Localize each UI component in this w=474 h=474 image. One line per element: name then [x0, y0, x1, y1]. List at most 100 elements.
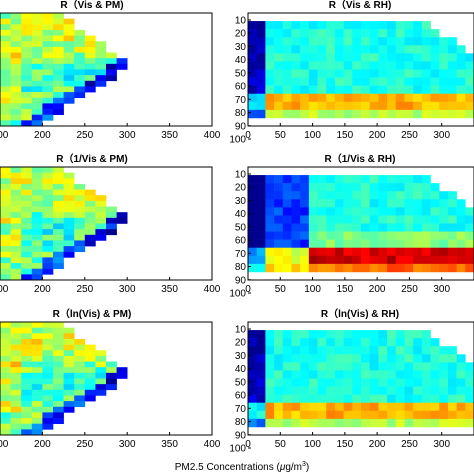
heatmap-cell [326, 77, 336, 86]
heatmap-cell [343, 330, 353, 339]
heatmap-cell [404, 418, 414, 428]
heatmap-cell [53, 217, 64, 224]
heatmap-cell [53, 46, 64, 53]
heatmap-cell [326, 93, 336, 103]
heatmap-cell [0, 240, 11, 247]
heatmap-cell [308, 93, 318, 103]
heatmap-cell [63, 350, 75, 357]
x-tick-label: 200 [369, 439, 386, 450]
heatmap-cell [439, 85, 449, 95]
heatmap-cell [21, 189, 33, 196]
heatmap-cell [106, 206, 117, 213]
heatmap-cell [0, 333, 11, 340]
heatmap-cell [256, 255, 266, 265]
heatmap-cell [53, 412, 64, 419]
x-tick-label: 50 [275, 284, 287, 295]
heatmap-cell [256, 77, 266, 86]
heatmap-cell [369, 199, 379, 208]
heatmap-cell [291, 37, 301, 46]
heatmap-cell [430, 77, 440, 86]
x-tick-label: 300 [0, 130, 9, 141]
heatmap-cell [53, 69, 64, 76]
heatmap-cell [317, 394, 327, 404]
heatmap-cell [308, 207, 318, 216]
heatmap-cell [21, 206, 33, 213]
heatmap-cell [395, 410, 405, 420]
heatmap-cell [248, 29, 257, 38]
heatmap-cell [31, 389, 43, 396]
heatmap-cell [21, 395, 33, 402]
heatmap-cell [84, 189, 96, 196]
heatmap-cell [53, 189, 64, 196]
heatmap-cell [53, 58, 64, 65]
heatmap-cell [42, 389, 54, 396]
heatmap-cell [53, 172, 64, 179]
heatmap-cell [317, 346, 327, 355]
heatmap-cell [0, 80, 11, 87]
heatmap-cell [248, 207, 257, 216]
heatmap-cell [42, 344, 54, 351]
heatmap-cell [256, 191, 266, 200]
heatmap-cell [84, 46, 96, 53]
heatmap-cell [248, 223, 257, 232]
heatmap-cell [343, 183, 353, 192]
heatmap-cell [343, 247, 353, 257]
heatmap-cell [456, 93, 466, 103]
heatmap-cell [74, 86, 86, 93]
heatmap-cell [21, 212, 33, 219]
heatmap-cell [343, 21, 353, 30]
heatmap-cell [317, 370, 327, 379]
heatmap-cell [282, 85, 292, 95]
heatmap-cell [343, 239, 353, 249]
heatmap-cell [343, 53, 353, 62]
heatmap-cell [404, 85, 414, 95]
heatmap-cell [31, 97, 43, 104]
heatmap-cell [53, 97, 64, 104]
y-tick-label: 30 [235, 196, 247, 207]
heatmap-cell [53, 372, 64, 379]
heatmap-cell [256, 231, 266, 240]
heatmap-cell [430, 418, 440, 428]
heatmap-cell [378, 354, 388, 363]
heatmap-cell [248, 418, 257, 428]
heatmap-cell [326, 370, 336, 379]
heatmap-cell [456, 362, 466, 371]
heatmap-cell [21, 372, 33, 379]
axes-frame [0, 12, 213, 127]
heatmap-cell [404, 191, 414, 200]
y-tick-label: 20 [235, 29, 247, 40]
heatmap-cell [326, 354, 336, 363]
heatmap-cell [308, 69, 318, 78]
heatmap-cell [10, 183, 22, 190]
heatmap-cell [404, 21, 414, 30]
heatmap-cell [21, 423, 33, 430]
heatmap-cell [53, 103, 64, 110]
heatmap-cell [361, 199, 370, 208]
heatmap-cell [369, 207, 379, 216]
heatmap-cell [439, 394, 449, 404]
heatmap-cell [274, 21, 284, 30]
y-tick-label: 10 [235, 170, 247, 181]
heatmap-cell [439, 386, 449, 395]
heatmap-cell [291, 362, 301, 371]
y-tick-label: 80 [235, 108, 247, 119]
heatmap-cell [106, 372, 117, 379]
heatmap-cell [63, 92, 75, 99]
heatmap-cell [95, 372, 107, 379]
heatmap-cell [326, 402, 336, 412]
x-tick-label: 0 [245, 284, 251, 295]
heatmap-cell [404, 183, 414, 192]
heatmap-cell [387, 215, 397, 224]
heatmap-cell [63, 229, 75, 236]
heatmap-cell [421, 402, 431, 412]
heatmap-cells [248, 175, 474, 273]
heatmap-cell [447, 346, 457, 355]
heatmap-cell [430, 338, 440, 347]
heatmap-cell [395, 37, 405, 46]
heatmap-cell [10, 29, 22, 36]
heatmap-cell [0, 268, 11, 275]
heatmap-cell [74, 217, 86, 224]
heatmap-cell [387, 247, 397, 257]
heatmap-cell [10, 372, 22, 379]
heatmap-cell [352, 418, 362, 428]
